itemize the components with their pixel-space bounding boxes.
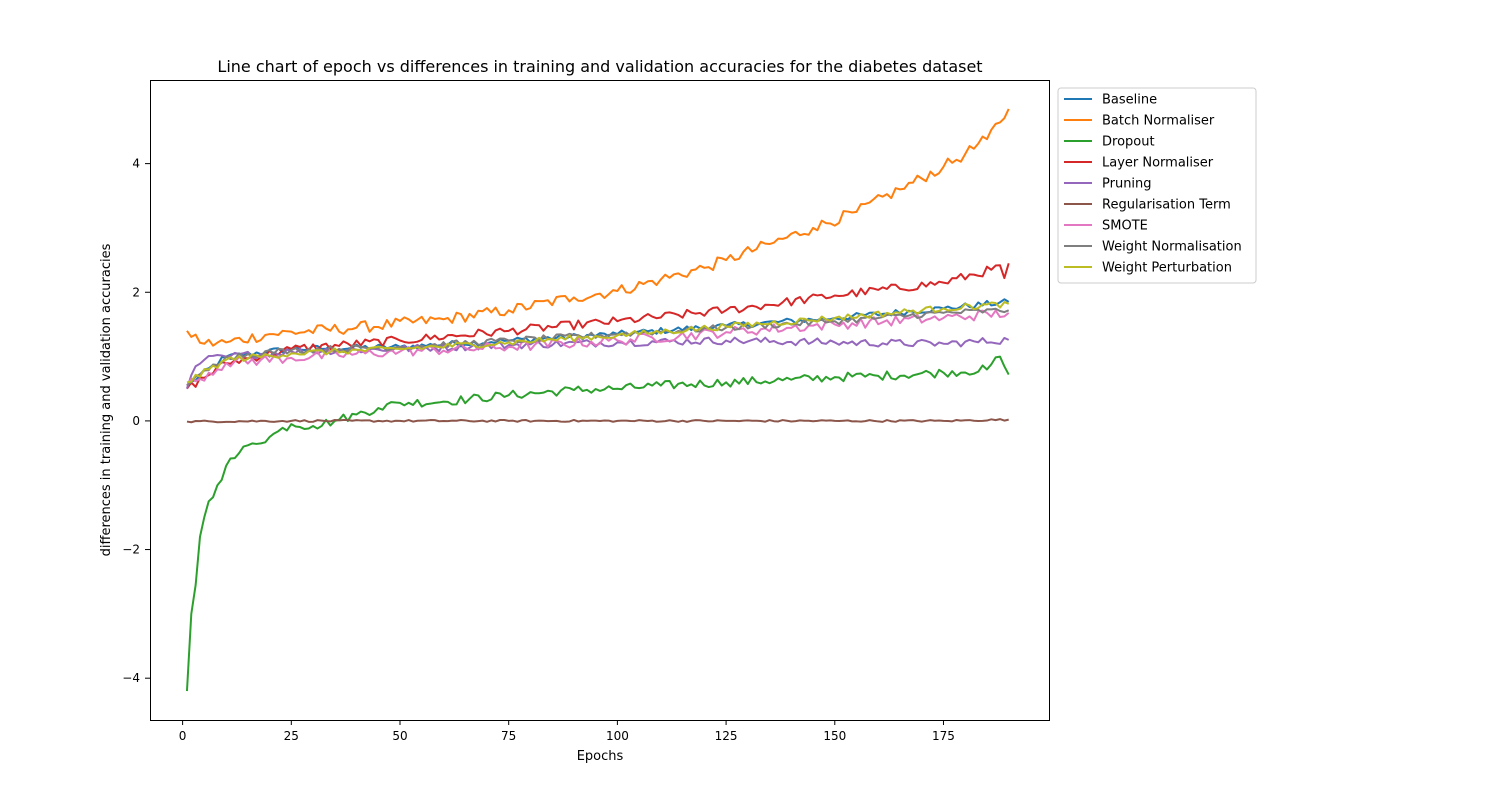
legend-label-dropout: Dropout [1102, 135, 1155, 150]
y-tick-label: 0 [132, 414, 140, 428]
y-tick-label: −2 [122, 543, 140, 557]
legend-frame [1057, 87, 1257, 284]
y-tick-label: −4 [122, 671, 140, 685]
y-tick-label: 2 [132, 285, 140, 299]
x-tick-label: 0 [179, 729, 187, 743]
legend-label-batch-normaliser: Batch Normaliser [1102, 114, 1215, 129]
series-line-smote [186, 309, 1010, 387]
legend-label-baseline: Baseline [1102, 93, 1157, 108]
y-axis-label: differences in training and validation a… [99, 243, 114, 556]
plot-area-frame [150, 80, 1050, 721]
x-tick-label: 75 [501, 729, 516, 743]
x-tick-label: 25 [284, 729, 299, 743]
x-axis-label: Epochs [577, 749, 624, 764]
legend-label-weight-perturbation: Weight Perturbation [1102, 261, 1232, 276]
series-line-layer-normaliser [186, 263, 1010, 390]
chart-title: Line chart of epoch vs differences in tr… [217, 57, 982, 76]
legend-label-smote: SMOTE [1102, 219, 1148, 234]
series-line-dropout [185, 355, 1010, 692]
legend-label-pruning: Pruning [1102, 177, 1152, 192]
series-line-regularisation-term [186, 418, 1009, 424]
series-lines [185, 108, 1010, 692]
y-tick-label: 4 [132, 157, 140, 171]
x-tick-label: 150 [823, 729, 846, 743]
axis-ticks: 0 25 50 75 100 125 150 175 −4 −2 0 2 4 [122, 157, 955, 743]
legend: Baseline Batch Normaliser Dropout Layer Nor… [1057, 87, 1257, 284]
series-line-batch-normaliser [186, 108, 1010, 347]
legend-label-regularisation-term: Regularisation Term [1102, 198, 1231, 213]
x-tick-label: 50 [392, 729, 407, 743]
series-line-baseline [186, 298, 1010, 387]
x-tick-label: 175 [932, 729, 955, 743]
x-tick-label: 125 [715, 729, 738, 743]
legend-label-weight-normalisation: Weight Normalisation [1102, 240, 1242, 255]
x-tick-label: 100 [606, 729, 629, 743]
series-line-weight-perturbation [186, 301, 1010, 384]
legend-label-layer-normaliser: Layer Normaliser [1102, 156, 1214, 171]
